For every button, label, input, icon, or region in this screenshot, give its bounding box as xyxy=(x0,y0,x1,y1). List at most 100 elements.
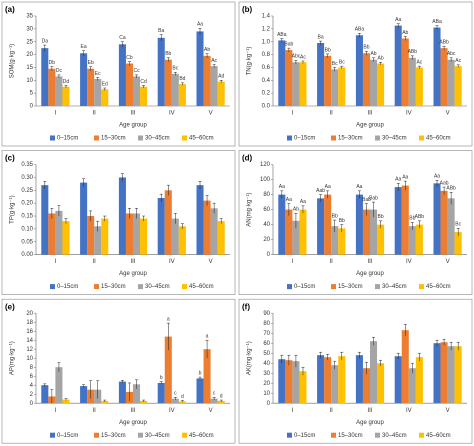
bar xyxy=(196,185,204,255)
bar xyxy=(278,194,286,255)
error-bar xyxy=(417,65,421,69)
bar xyxy=(338,228,346,255)
bar xyxy=(433,183,441,255)
significance-letter: Bab xyxy=(284,41,293,47)
x-tick-label: II xyxy=(93,111,97,117)
error-bar xyxy=(205,195,209,206)
y-tick-label: 0.15 xyxy=(21,214,33,220)
error-bar xyxy=(166,184,170,196)
y-tick-label: 100 xyxy=(260,177,271,183)
panel-label: (d) xyxy=(242,154,253,163)
bar xyxy=(394,25,402,107)
significance-letter: Aa xyxy=(395,17,401,23)
error-bar xyxy=(456,228,460,236)
error-bar xyxy=(357,351,361,359)
error-bar xyxy=(212,64,216,68)
error-bar xyxy=(372,336,376,346)
error-bar xyxy=(301,366,305,376)
y-tick-label: 30 xyxy=(263,371,270,377)
error-bar xyxy=(127,61,131,66)
error-bar xyxy=(120,41,124,47)
significance-letter: Cc xyxy=(133,68,140,74)
error-bar xyxy=(294,213,298,229)
error-bar xyxy=(219,80,223,83)
bar xyxy=(164,190,172,255)
y-axis-title: AN(mg·kg⁻¹) xyxy=(247,193,253,227)
y-tick-label: 40 xyxy=(263,361,270,367)
legend-swatch xyxy=(419,135,424,141)
bar xyxy=(440,190,448,255)
legend-swatch xyxy=(50,432,55,438)
error-bar xyxy=(127,382,131,401)
bar xyxy=(447,198,455,255)
x-tick-label: II xyxy=(330,408,334,414)
panel-frame xyxy=(238,150,473,295)
bar xyxy=(80,53,88,106)
bar xyxy=(55,367,63,404)
error-bar xyxy=(50,208,54,219)
bar xyxy=(164,59,172,106)
significance-letter: Aa xyxy=(395,177,401,183)
error-bar xyxy=(82,384,86,388)
error-bar xyxy=(198,181,202,190)
y-tick-label: 0.35 xyxy=(21,162,33,168)
error-bar xyxy=(120,173,124,182)
legend-label: 45–60cm xyxy=(426,433,451,439)
x-tick-label: IV xyxy=(406,111,412,117)
error-bar xyxy=(456,64,460,68)
bar xyxy=(292,361,300,404)
significance-letter: Abc xyxy=(447,51,456,57)
error-bar xyxy=(396,183,400,191)
legend-label: 30–45cm xyxy=(145,136,170,142)
x-tick-label: IV xyxy=(406,408,412,414)
y-tick-label: 1.0 xyxy=(262,39,271,45)
error-bar xyxy=(340,65,344,69)
significance-letter: ABb xyxy=(446,186,456,192)
error-bar xyxy=(57,362,61,372)
x-tick-label: III xyxy=(130,111,135,117)
legend-label: 45–60cm xyxy=(426,136,451,142)
y-axis-title: AK(mg·kg⁻¹) xyxy=(247,341,253,375)
error-bar xyxy=(333,219,337,233)
error-bar xyxy=(301,205,305,214)
significance-letter: Bc xyxy=(172,66,178,72)
significance-letter: Bab xyxy=(369,195,378,201)
bar xyxy=(203,349,211,404)
significance-letter: Ea xyxy=(81,44,87,50)
significance-letter: Ab xyxy=(204,47,210,53)
legend-swatch xyxy=(182,135,187,141)
x-axis-title: Age group xyxy=(356,271,384,277)
bar xyxy=(408,226,416,255)
bar xyxy=(299,371,307,404)
legend-label: 0–15cm xyxy=(294,284,315,290)
bar xyxy=(440,342,448,404)
legend-label: 30–45cm xyxy=(145,433,170,439)
bar xyxy=(454,232,462,255)
bar xyxy=(157,198,165,255)
bar xyxy=(48,68,56,106)
y-tick-label: 20 xyxy=(263,237,270,243)
error-bar xyxy=(89,66,93,71)
error-bar xyxy=(166,57,170,62)
bar xyxy=(317,355,325,404)
legend-swatch xyxy=(287,432,292,438)
bar xyxy=(178,84,186,106)
bar xyxy=(447,346,455,404)
error-bar xyxy=(64,218,68,224)
bar xyxy=(157,37,165,106)
error-bar xyxy=(319,351,323,359)
legend-swatch xyxy=(94,432,99,438)
significance-letter: Ab xyxy=(378,56,384,62)
error-bar xyxy=(403,323,407,337)
bar xyxy=(164,336,172,404)
y-tick-label: 8 xyxy=(30,365,34,371)
y-tick-label: 10 xyxy=(263,391,270,397)
error-bar xyxy=(219,399,223,402)
x-tick-label: III xyxy=(367,111,372,117)
error-bar xyxy=(89,210,93,222)
bar xyxy=(285,50,293,106)
x-tick-label: V xyxy=(446,111,450,117)
significance-letter: Bb xyxy=(332,213,338,219)
error-bar xyxy=(449,57,453,62)
y-tick-label: 15 xyxy=(26,65,33,71)
